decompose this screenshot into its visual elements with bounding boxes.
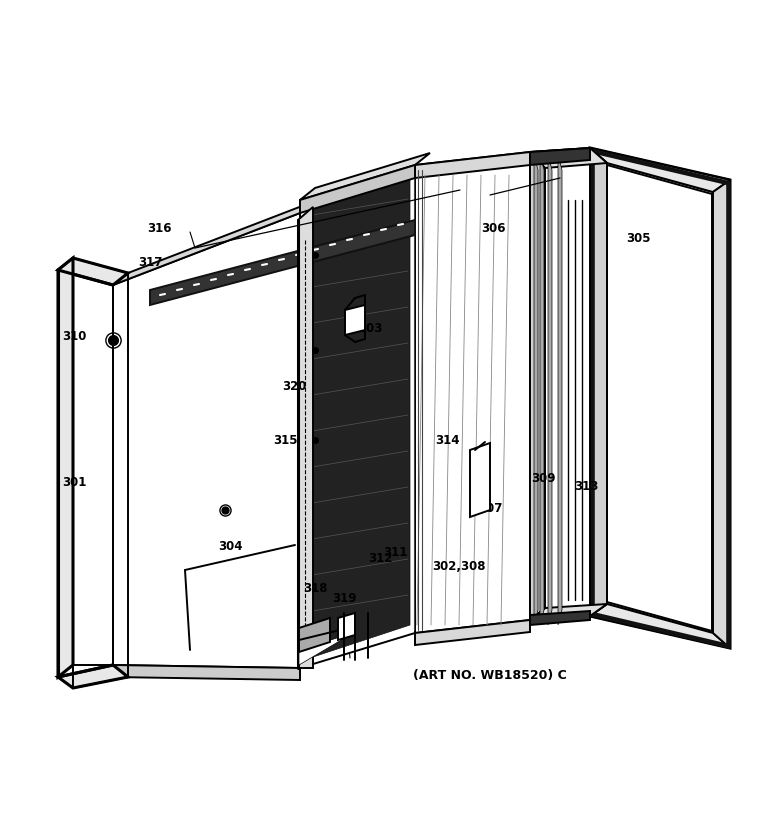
Text: 311: 311 <box>383 546 408 559</box>
Polygon shape <box>534 155 538 625</box>
Polygon shape <box>530 152 545 620</box>
Polygon shape <box>415 152 530 178</box>
Polygon shape <box>590 604 730 648</box>
Polygon shape <box>113 213 300 668</box>
Text: 314: 314 <box>435 433 459 446</box>
Polygon shape <box>540 155 544 625</box>
Polygon shape <box>58 665 128 688</box>
Polygon shape <box>530 148 590 620</box>
Polygon shape <box>150 220 415 305</box>
Polygon shape <box>58 258 128 285</box>
Text: 310: 310 <box>62 329 86 342</box>
Polygon shape <box>530 148 590 165</box>
Text: 312: 312 <box>368 551 392 564</box>
Polygon shape <box>300 165 415 668</box>
Text: 302,308: 302,308 <box>432 560 485 573</box>
Text: 304: 304 <box>218 540 242 553</box>
Polygon shape <box>310 177 410 658</box>
Text: 318: 318 <box>303 582 328 595</box>
Polygon shape <box>298 207 313 668</box>
Polygon shape <box>548 155 552 625</box>
Polygon shape <box>530 604 607 620</box>
Polygon shape <box>530 148 607 168</box>
Polygon shape <box>73 258 113 665</box>
Text: 301: 301 <box>62 475 86 488</box>
Text: (ART NO. WB18520) C: (ART NO. WB18520) C <box>413 668 567 681</box>
Polygon shape <box>530 611 590 625</box>
Polygon shape <box>590 148 607 616</box>
Text: 320: 320 <box>282 380 307 394</box>
Polygon shape <box>470 443 490 517</box>
Text: 305: 305 <box>626 232 651 244</box>
Polygon shape <box>113 665 300 680</box>
Text: 315: 315 <box>273 433 297 446</box>
Polygon shape <box>713 180 730 648</box>
Text: 306: 306 <box>481 221 506 234</box>
Text: 313: 313 <box>574 480 598 493</box>
Polygon shape <box>300 165 415 213</box>
Polygon shape <box>113 201 315 285</box>
Polygon shape <box>607 163 713 633</box>
Polygon shape <box>58 258 73 677</box>
Polygon shape <box>558 155 562 625</box>
Text: 319: 319 <box>332 592 357 605</box>
Polygon shape <box>415 620 530 645</box>
Text: 316: 316 <box>147 221 172 234</box>
Text: 307: 307 <box>478 502 503 515</box>
Text: 317: 317 <box>138 256 162 268</box>
Polygon shape <box>299 632 355 665</box>
Polygon shape <box>345 305 365 335</box>
Polygon shape <box>415 152 530 633</box>
Text: 303: 303 <box>358 322 383 334</box>
Polygon shape <box>299 618 330 652</box>
Polygon shape <box>590 148 730 192</box>
Polygon shape <box>300 153 430 200</box>
Polygon shape <box>590 148 730 648</box>
Polygon shape <box>338 613 355 640</box>
Text: 309: 309 <box>531 472 556 484</box>
